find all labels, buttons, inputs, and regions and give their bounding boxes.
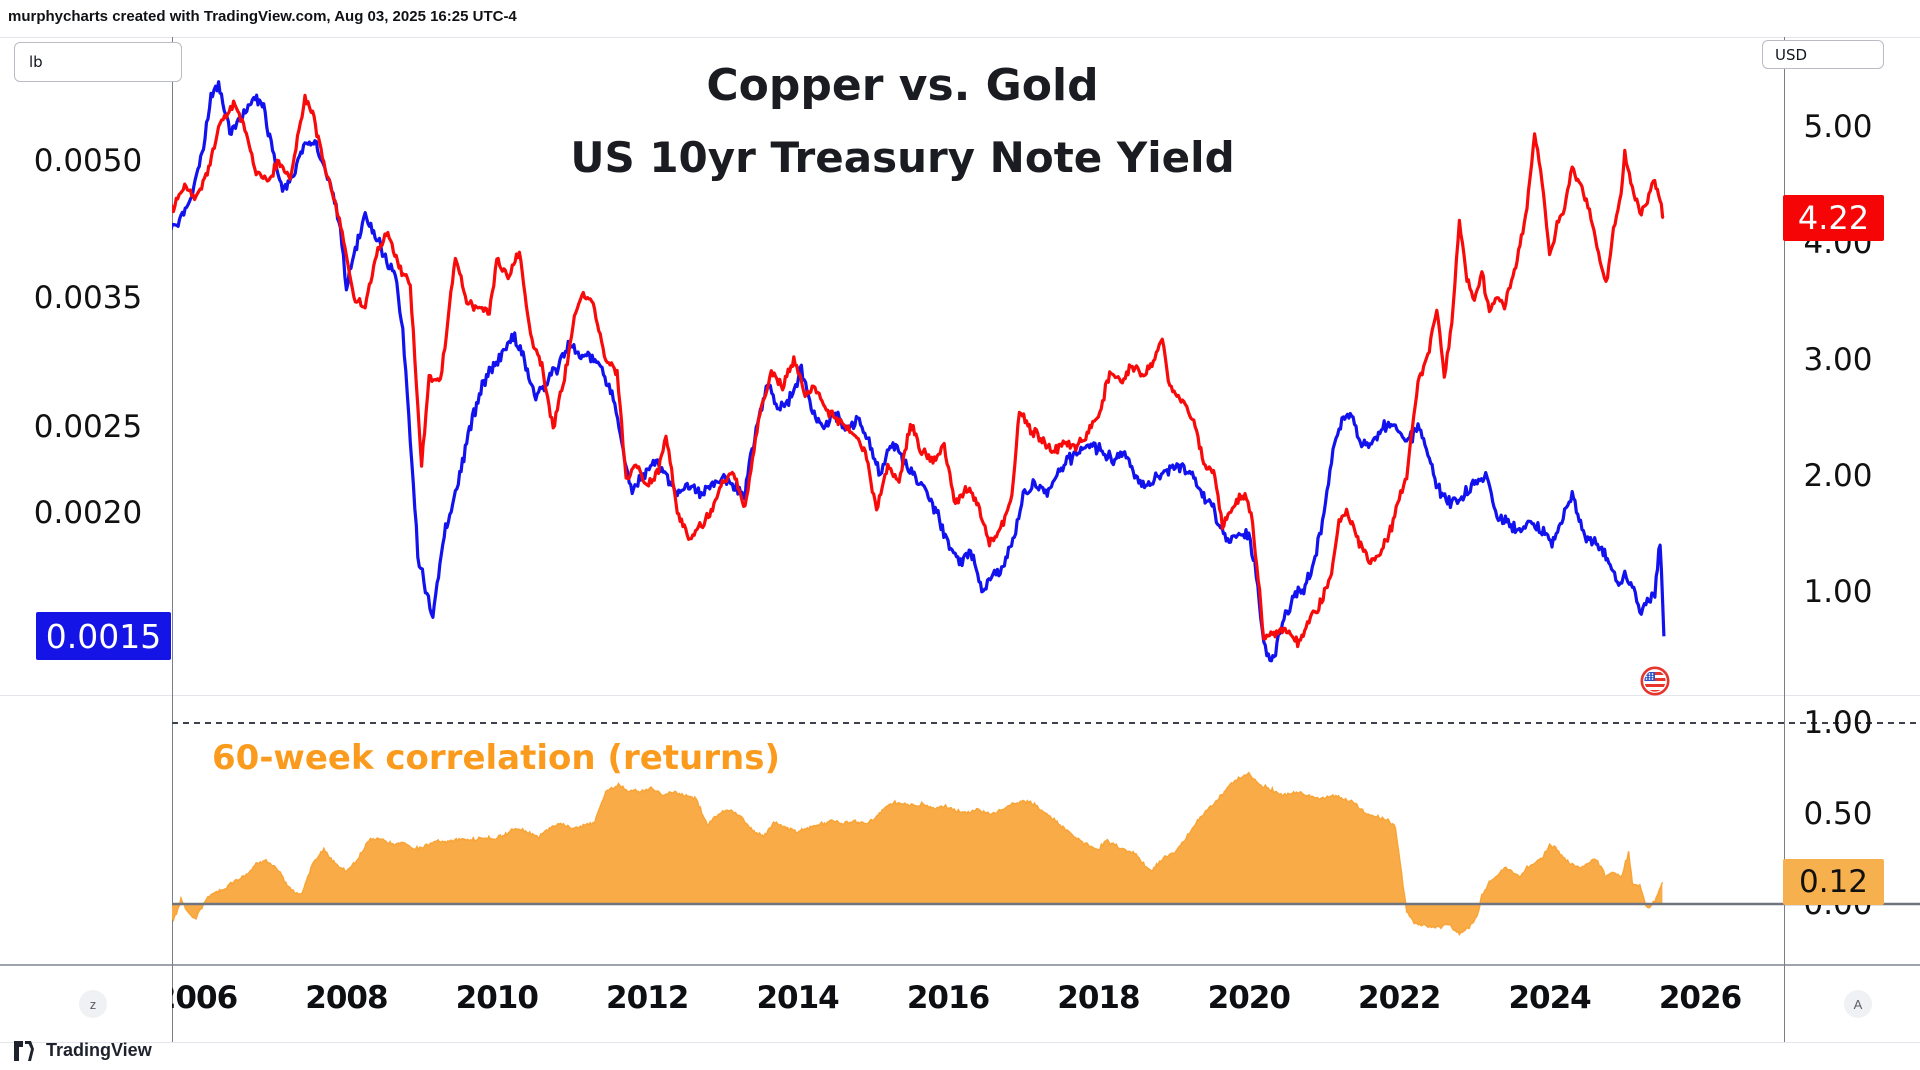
timezone-button[interactable]: z <box>79 990 107 1018</box>
tradingview-logo-icon <box>14 1040 34 1061</box>
right-axis-tick: 2.00 <box>1803 457 1873 494</box>
correlation-axis-tick: 0.50 <box>1803 795 1873 832</box>
bottom-divider <box>0 1042 1920 1043</box>
right-price-axis[interactable]: 5.004.003.002.001.001.000.500.00 <box>1786 0 1890 964</box>
left-axis-unit-chip[interactable]: lb <box>14 42 182 82</box>
right-axis-tick: 3.00 <box>1803 341 1873 378</box>
correlation-last-value-badge: 0.12 <box>1783 859 1884 906</box>
us-flag-icon[interactable] <box>1640 666 1670 696</box>
right-axis-tick: 5.00 <box>1803 109 1873 146</box>
correlation-axis-tick: 1.00 <box>1803 705 1873 741</box>
left-axis-tick: 0.0050 <box>33 143 143 179</box>
timezone-button-label: z <box>89 996 97 1012</box>
time-axis-tick: 2022 <box>1358 980 1441 1016</box>
auto-scale-button[interactable]: A <box>1844 990 1872 1018</box>
left-price-axis-border[interactable] <box>172 37 173 1042</box>
tradingview-logo[interactable]: TradingView <box>14 1040 152 1061</box>
chart-titles: Copper vs. Gold US 10yr Treasury Note Yi… <box>320 60 1485 182</box>
time-axis-divider <box>0 964 1920 966</box>
left-axis-unit-label: lb <box>29 53 43 71</box>
title-copper-vs-gold: Copper vs. Gold <box>706 60 1099 111</box>
top-divider <box>0 37 1920 38</box>
time-axis-tick: 2010 <box>455 980 539 1016</box>
title-us-10yr-treasury: US 10yr Treasury Note Yield <box>570 133 1235 182</box>
treasury-yield-line[interactable] <box>162 93 1665 649</box>
time-axis-tick: 2018 <box>1057 980 1140 1016</box>
right-axis-unit-label: USD <box>1775 45 1808 64</box>
tradingview-logo-text: TradingView <box>46 1040 152 1060</box>
time-axis-tick: 2012 <box>606 980 689 1016</box>
correlation-study-label: 60-week correlation (returns) <box>212 738 780 778</box>
left-axis-tick: 0.0035 <box>33 279 143 316</box>
auto-scale-button-label: A <box>1853 996 1863 1012</box>
time-axis-tick: 2014 <box>756 980 839 1016</box>
right-price-axis-border[interactable] <box>1784 37 1785 1042</box>
right-axis-tick: 1.00 <box>1803 574 1873 610</box>
time-axis-tick: 2016 <box>906 980 990 1016</box>
treasury-yield-last-price-badge: 4.22 <box>1783 194 1884 241</box>
time-axis-tick: 2024 <box>1508 980 1591 1016</box>
left-axis-tick: 0.0025 <box>33 409 143 446</box>
time-axis-tick: 2006 <box>172 980 238 1016</box>
time-axis-tick: 2026 <box>1658 980 1742 1016</box>
correlation-area <box>172 772 1663 935</box>
left-axis-tick: 0.0020 <box>33 494 143 531</box>
pane-separator[interactable] <box>0 695 1920 696</box>
copper-gold-line[interactable] <box>162 80 1666 663</box>
time-axis-tick: 2020 <box>1207 980 1291 1016</box>
header-credit: murphycharts created with TradingView.co… <box>8 8 517 25</box>
time-axis[interactable]: 2006 2008 2010 2012 2014 2016 2018 2020 2022 2024… <box>172 966 1784 1040</box>
copper-gold-last-price-badge: 0.0015 <box>36 612 171 661</box>
time-axis-tick: 2008 <box>305 980 388 1016</box>
left-price-axis[interactable]: 0.0050 0.0035 0.0025 0.0020 <box>10 0 166 964</box>
right-axis-unit-chip[interactable]: USD <box>1762 40 1884 69</box>
